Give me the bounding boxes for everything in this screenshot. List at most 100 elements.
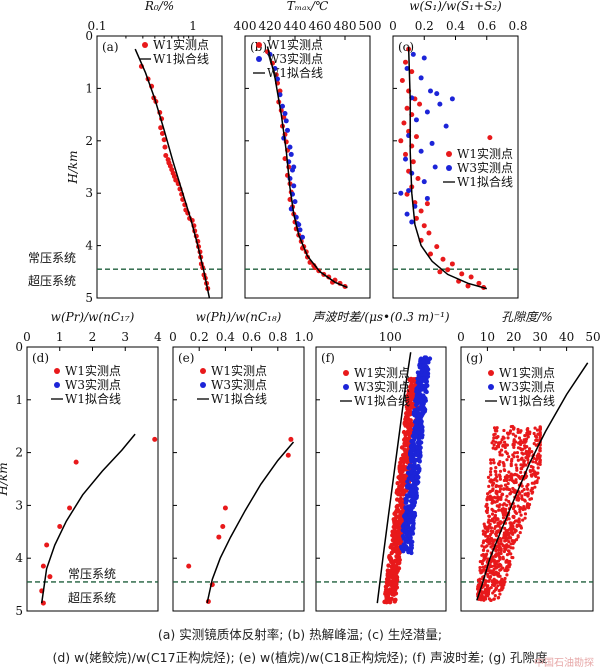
- w1-log-sample: [507, 539, 511, 544]
- w1-log-sample: [512, 481, 517, 485]
- w1-log-sample: [503, 475, 507, 479]
- w1-log-sample: [489, 598, 493, 602]
- w3-log-sample: [416, 463, 421, 469]
- w3-log-sample: [413, 402, 419, 408]
- y-tick-label: 4: [85, 239, 93, 253]
- w1-log-sample: [534, 457, 539, 462]
- w1-log-sample: [488, 570, 492, 575]
- y-tick-label: 5: [15, 604, 23, 618]
- w1-point: [67, 505, 73, 511]
- w1-log-sample: [526, 494, 530, 498]
- w3-log-sample: [409, 512, 414, 517]
- w1-log-sample: [507, 549, 511, 553]
- w1-log-sample: [514, 529, 518, 533]
- w3-log-sample: [424, 379, 430, 384]
- w1-point: [285, 452, 291, 458]
- w1-log-sample: [516, 496, 520, 500]
- w1-log-sample: [486, 549, 490, 553]
- w1-log-sample: [489, 473, 493, 477]
- plot-frame: [315, 346, 447, 612]
- w1-log-sample: [497, 484, 501, 488]
- w1-log-sample: [495, 426, 499, 430]
- w1-log-sample: [495, 444, 499, 449]
- w1-log-sample: [521, 440, 525, 445]
- w1-log-sample: [394, 508, 399, 514]
- w1-log-sample: [395, 481, 400, 486]
- x-tick-label: 3: [121, 330, 129, 344]
- x-tick-label: 1: [56, 330, 64, 344]
- w1-log-sample: [505, 478, 509, 483]
- w1-log-sample: [384, 588, 390, 594]
- w1-point: [40, 563, 46, 569]
- w1-log-sample: [496, 548, 500, 552]
- w1-log-sample: [527, 447, 532, 451]
- panel-label: (d): [32, 351, 49, 365]
- w1-log-sample: [387, 553, 392, 559]
- w1-log-sample: [526, 458, 530, 462]
- legend-w3-label: W3实测点: [499, 379, 555, 394]
- w1-log-sample: [497, 589, 501, 593]
- w1-log-sample: [399, 477, 405, 482]
- w1-log-sample: [492, 558, 496, 562]
- w1-log-sample: [538, 458, 542, 462]
- w1-log-sample: [521, 452, 525, 456]
- w1-log-sample: [498, 487, 503, 491]
- w1-fit-line: [40, 433, 136, 604]
- w1-log-sample: [516, 504, 520, 508]
- w3-point: [275, 76, 280, 82]
- w1-log-sample: [514, 538, 519, 542]
- legend-fit-label: W1拟合线: [457, 174, 513, 189]
- legend-w3-label: W3实测点: [211, 377, 267, 392]
- w1-log-sample: [481, 529, 485, 533]
- legend-w1-label: W1实测点: [354, 365, 410, 380]
- w1-log-sample: [493, 588, 498, 592]
- w1-log-sample: [488, 541, 492, 545]
- x-tick-label: 0.8: [268, 330, 287, 344]
- w3-point: [282, 111, 288, 117]
- w1-log-sample: [494, 510, 498, 514]
- w1-log-sample: [489, 526, 494, 530]
- w1-log-sample: [508, 521, 512, 525]
- w3-point: [283, 118, 289, 124]
- w1-point: [401, 120, 407, 126]
- w1-point: [487, 135, 493, 141]
- w3-point: [432, 164, 438, 170]
- w1-log-sample: [400, 500, 405, 506]
- w1-log-sample: [494, 440, 498, 444]
- x-tick-label: 0: [389, 19, 397, 33]
- legend-w1-swatch: [142, 42, 148, 48]
- w1-log-sample: [411, 384, 416, 389]
- w1-log-sample: [516, 523, 521, 527]
- w1-log-sample: [492, 461, 496, 465]
- w1-log-sample: [504, 566, 508, 571]
- x-tick-label: 10: [480, 330, 495, 344]
- w1-log-sample: [498, 450, 502, 454]
- w1-log-sample: [386, 580, 392, 585]
- w1-log-sample: [504, 528, 508, 533]
- w1-log-sample: [505, 573, 509, 577]
- w1-log-sample: [394, 490, 399, 495]
- w1-log-sample: [494, 570, 498, 574]
- w3-point: [288, 151, 294, 157]
- w1-point: [158, 125, 164, 131]
- w3-log-sample: [417, 377, 422, 383]
- w1-point: [449, 261, 455, 267]
- w1-log-sample: [505, 487, 509, 491]
- panel-d: w(Pr)/w(nC₁₇) 0 1 2 3 4 0 1 2 3 4 5 H/km (d) W1实测点W3实测…: [0, 310, 162, 618]
- w1-log-sample: [482, 522, 486, 526]
- w1-log-sample: [406, 402, 411, 407]
- legend-w1-label: W1实测点: [211, 363, 267, 378]
- axis-title: Tₘₐₓ/℃: [287, 0, 329, 13]
- w1-log-sample: [492, 481, 496, 486]
- w1-log-sample: [535, 480, 539, 485]
- w1-log-sample: [502, 468, 506, 472]
- w1-log-sample: [385, 568, 391, 573]
- w3-log-sample: [414, 389, 419, 394]
- w1-log-sample: [481, 548, 486, 552]
- w1-log-sample: [410, 401, 415, 407]
- w1-log-sample: [405, 425, 411, 430]
- w3-log-sample: [421, 359, 426, 364]
- legend-w3-label: W3实测点: [457, 160, 513, 175]
- w3-point: [287, 144, 293, 150]
